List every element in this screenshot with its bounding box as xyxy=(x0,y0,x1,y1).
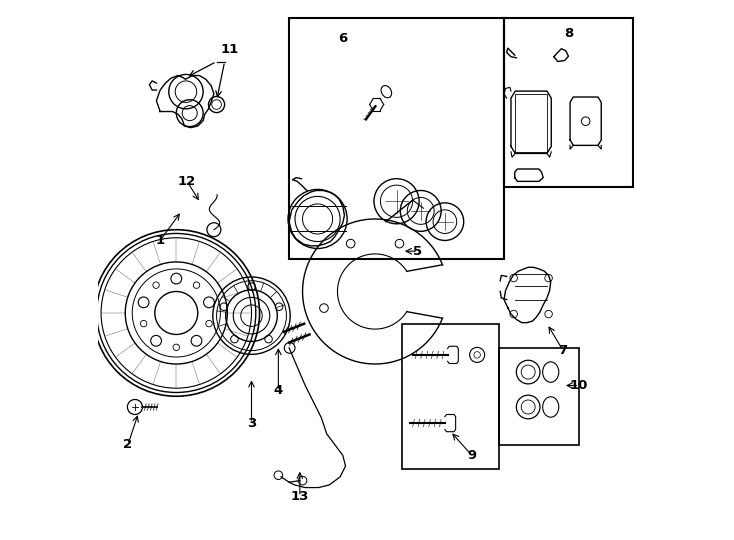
Bar xyxy=(402,323,498,469)
Text: 8: 8 xyxy=(564,27,573,40)
Text: 10: 10 xyxy=(570,379,589,392)
Text: 3: 3 xyxy=(247,416,256,430)
Text: 9: 9 xyxy=(468,449,476,462)
Bar xyxy=(504,17,633,187)
Text: 5: 5 xyxy=(413,245,423,258)
Text: 7: 7 xyxy=(559,344,567,357)
Bar xyxy=(498,348,579,444)
Text: 13: 13 xyxy=(291,490,309,503)
Bar xyxy=(289,17,504,259)
Text: 2: 2 xyxy=(123,438,133,451)
Bar xyxy=(515,94,547,152)
Text: 11: 11 xyxy=(221,43,239,56)
Text: 4: 4 xyxy=(274,384,283,397)
Text: 1: 1 xyxy=(156,234,164,247)
Text: 6: 6 xyxy=(338,32,347,45)
Text: 12: 12 xyxy=(178,175,196,188)
